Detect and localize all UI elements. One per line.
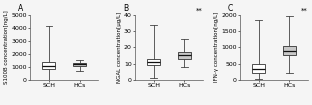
PathPatch shape (252, 64, 265, 73)
PathPatch shape (42, 62, 55, 69)
PathPatch shape (73, 63, 86, 66)
Text: **: ** (196, 8, 203, 14)
PathPatch shape (147, 59, 160, 65)
Y-axis label: S100B concentration[ng/L]: S100B concentration[ng/L] (4, 10, 9, 84)
Text: **: ** (301, 8, 308, 14)
Text: C: C (228, 5, 233, 13)
Text: A: A (18, 5, 23, 13)
Y-axis label: NGAL concentration[μg/L]: NGAL concentration[μg/L] (117, 12, 122, 83)
Text: B: B (123, 5, 128, 13)
PathPatch shape (178, 52, 191, 59)
Y-axis label: IFN-γ concentration[ng/L]: IFN-γ concentration[ng/L] (214, 12, 219, 82)
PathPatch shape (283, 46, 296, 55)
